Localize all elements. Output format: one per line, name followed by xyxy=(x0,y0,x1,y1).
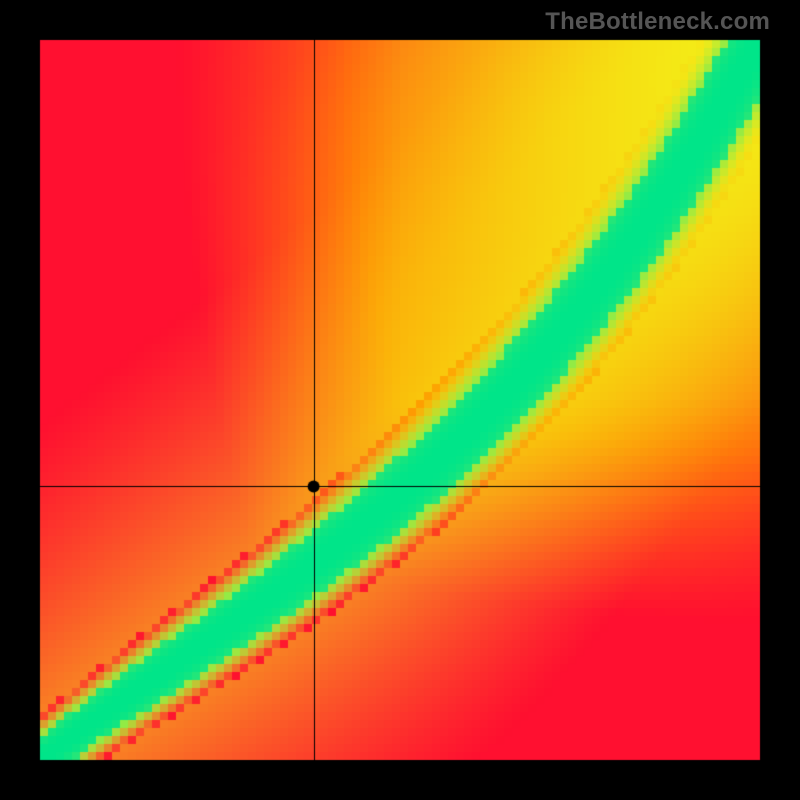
watermark-text: TheBottleneck.com xyxy=(545,8,770,36)
chart-container: TheBottleneck.com xyxy=(0,0,800,800)
bottleneck-heatmap xyxy=(0,0,800,800)
